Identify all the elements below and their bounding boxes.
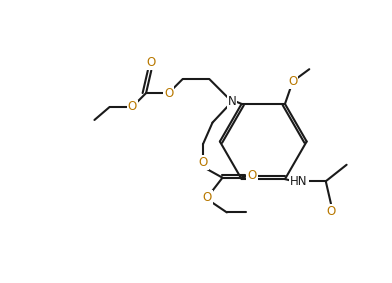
Text: O: O bbox=[327, 205, 336, 218]
Text: O: O bbox=[164, 87, 173, 100]
Text: O: O bbox=[288, 75, 298, 88]
Text: HN: HN bbox=[290, 175, 308, 188]
Text: N: N bbox=[228, 95, 236, 108]
Text: O: O bbox=[198, 156, 208, 169]
Text: O: O bbox=[127, 100, 137, 113]
Text: O: O bbox=[147, 56, 156, 69]
Text: O: O bbox=[203, 191, 212, 204]
Text: O: O bbox=[247, 170, 257, 183]
